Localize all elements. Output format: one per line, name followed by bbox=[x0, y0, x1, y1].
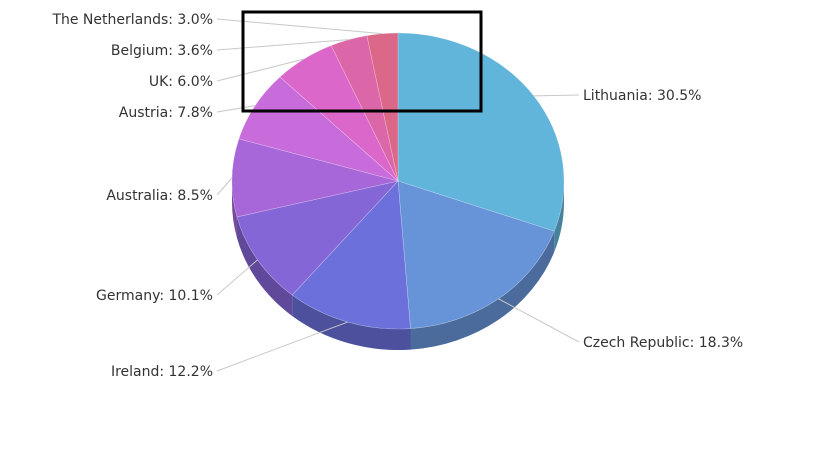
leader-line-belgium bbox=[216, 39, 349, 51]
slice-label-germany: Germany: 10.1% bbox=[96, 288, 213, 304]
slice-label-austria: Austria: 7.8% bbox=[119, 105, 213, 121]
leader-line-the-netherlands bbox=[216, 18, 383, 35]
pie-slice-australia[interactable] bbox=[231, 138, 399, 218]
pie-depth bbox=[232, 181, 564, 350]
slice-label-uk: UK: 6.0% bbox=[149, 74, 213, 90]
leader-line-czech-republic bbox=[498, 298, 580, 343]
leader-line-uk bbox=[216, 58, 304, 82]
slice-label-australia: Australia: 8.5% bbox=[106, 188, 213, 204]
leader-line-germany bbox=[216, 259, 258, 296]
leader-line-ireland bbox=[216, 321, 348, 372]
slice-label-ireland: Ireland: 12.2% bbox=[111, 364, 213, 380]
pie-slices bbox=[231, 32, 565, 330]
pie-slice-side-australia bbox=[232, 181, 237, 238]
pie-slice-uk[interactable] bbox=[279, 45, 399, 182]
leader-line-austria bbox=[216, 105, 256, 113]
pie-slice-side-germany bbox=[236, 216, 293, 317]
pie-slice-the-netherlands[interactable] bbox=[366, 32, 399, 182]
leader-lines bbox=[216, 18, 580, 372]
pie-slice-lithuania[interactable] bbox=[397, 32, 565, 232]
pie-slice-belgium[interactable] bbox=[330, 35, 399, 182]
pie-slice-side-ireland bbox=[292, 295, 411, 350]
slice-labels: Lithuania: 30.5% Czech Republic: 18.3% Ire… bbox=[51, 12, 743, 380]
pie-slice-side-lithuania bbox=[554, 181, 564, 253]
pie-slice-germany[interactable] bbox=[236, 180, 399, 296]
leader-line-lithuania bbox=[533, 94, 580, 97]
selection-rectangle[interactable] bbox=[241, 10, 483, 113]
slice-label-the-netherlands: The Netherlands: 3.0% bbox=[51, 12, 213, 28]
leader-line-australia bbox=[216, 177, 233, 196]
slice-label-lithuania: Lithuania: 30.5% bbox=[583, 88, 702, 104]
slice-label-belgium: Belgium: 3.6% bbox=[111, 43, 213, 59]
pie-slice-side-czech-republic bbox=[410, 231, 555, 350]
slice-label-czech-republic: Czech Republic: 18.3% bbox=[583, 335, 743, 351]
